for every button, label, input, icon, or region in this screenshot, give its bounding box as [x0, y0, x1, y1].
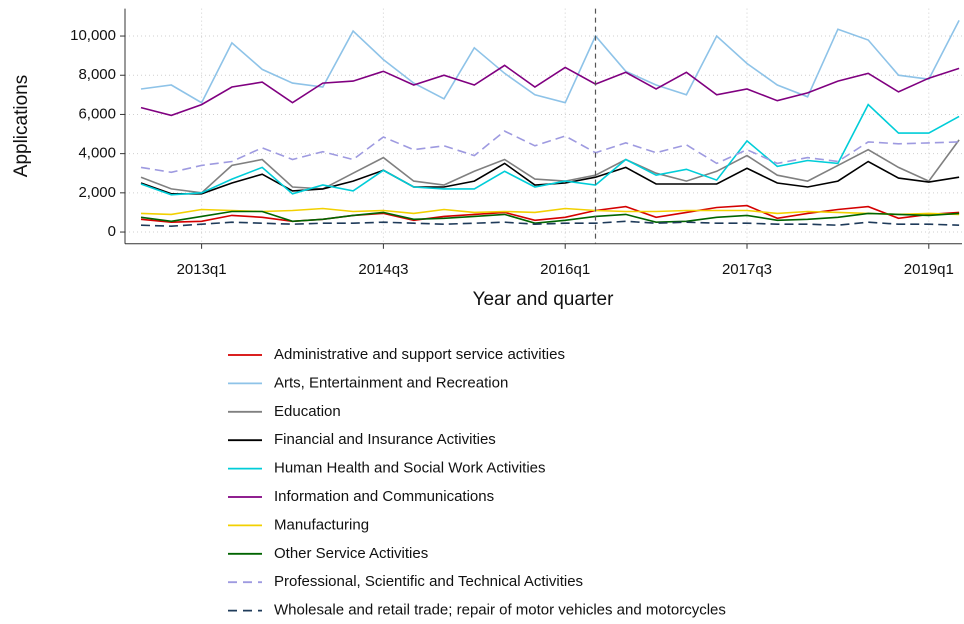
series-line: [140, 103, 960, 196]
legend-label: Manufacturing: [274, 516, 369, 533]
series-line: [140, 20, 960, 104]
y-tick-label: 2,000: [78, 184, 116, 201]
legend-label: Wholesale and retail trade; repair of mo…: [274, 602, 726, 619]
legend-label: Administrative and support service activ…: [274, 346, 565, 363]
x-tick-label: 2019q1: [904, 261, 954, 278]
legend-label: Information and Communications: [274, 488, 494, 505]
legend-label: Education: [274, 403, 341, 420]
series-line: [140, 130, 960, 174]
y-tick-label: 0: [108, 223, 116, 240]
y-axis-title: Applications: [11, 75, 32, 177]
y-tick-label: 8,000: [78, 66, 116, 83]
x-tick-label: 2014q3: [358, 261, 408, 278]
x-tick-label: 2013q1: [177, 261, 227, 278]
x-axis-title: Year and quarter: [473, 289, 615, 310]
x-tick-label: 2016q1: [540, 261, 590, 278]
legend-label: Human Health and Social Work Activities: [274, 460, 546, 477]
y-tick-label: 10,000: [70, 27, 116, 44]
legend-label: Professional, Scientific and Technical A…: [274, 573, 583, 590]
series-line: [140, 210, 960, 225]
y-tick-label: 6,000: [78, 105, 116, 122]
series-line: [140, 204, 960, 224]
legend-label: Other Service Activities: [274, 545, 428, 562]
series-line: [140, 64, 960, 117]
x-tick-label: 2017q3: [722, 261, 772, 278]
series-line: [140, 220, 960, 228]
series-line: [140, 207, 960, 216]
legend-label: Arts, Entertainment and Recreation: [274, 374, 508, 391]
y-tick-label: 4,000: [78, 145, 116, 162]
legend-label: Financial and Insurance Activities: [274, 431, 496, 448]
series-line: [140, 139, 960, 194]
